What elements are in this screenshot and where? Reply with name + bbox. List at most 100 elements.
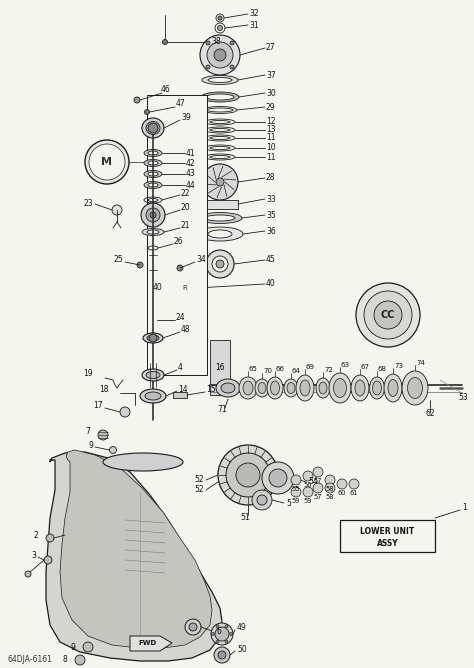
Text: 38: 38 xyxy=(211,37,220,47)
Circle shape xyxy=(98,430,108,440)
Text: 23: 23 xyxy=(83,198,93,208)
Circle shape xyxy=(206,250,234,278)
Circle shape xyxy=(216,641,219,643)
Ellipse shape xyxy=(388,379,398,397)
Polygon shape xyxy=(60,450,212,648)
Ellipse shape xyxy=(142,118,164,138)
Text: 48: 48 xyxy=(181,325,191,335)
Text: 9: 9 xyxy=(70,643,75,653)
Text: 56: 56 xyxy=(304,482,312,488)
Circle shape xyxy=(225,625,228,628)
Ellipse shape xyxy=(221,383,235,393)
Text: 36: 36 xyxy=(266,226,276,236)
Circle shape xyxy=(214,647,230,663)
Text: 73: 73 xyxy=(394,363,403,369)
Ellipse shape xyxy=(300,380,310,396)
Ellipse shape xyxy=(287,383,295,393)
Text: 14: 14 xyxy=(178,385,188,393)
Ellipse shape xyxy=(146,122,160,134)
Text: 66: 66 xyxy=(276,366,285,372)
Circle shape xyxy=(150,212,156,218)
Circle shape xyxy=(226,453,270,497)
Ellipse shape xyxy=(206,94,234,100)
Ellipse shape xyxy=(210,128,230,132)
Text: 39: 39 xyxy=(181,114,191,122)
Text: 43: 43 xyxy=(186,170,196,178)
Circle shape xyxy=(313,467,323,477)
Text: 74: 74 xyxy=(416,360,425,366)
Ellipse shape xyxy=(140,389,166,403)
Circle shape xyxy=(236,463,260,487)
Circle shape xyxy=(230,65,234,69)
Circle shape xyxy=(148,123,158,133)
Circle shape xyxy=(364,291,412,339)
Text: 54: 54 xyxy=(308,478,318,486)
Ellipse shape xyxy=(408,377,422,399)
Text: 45: 45 xyxy=(266,255,276,265)
Circle shape xyxy=(46,534,54,542)
Circle shape xyxy=(218,25,222,31)
Circle shape xyxy=(211,623,233,645)
Circle shape xyxy=(207,42,233,68)
Text: 15: 15 xyxy=(206,385,216,395)
Ellipse shape xyxy=(144,150,162,156)
Ellipse shape xyxy=(148,183,158,187)
Circle shape xyxy=(134,97,140,103)
Ellipse shape xyxy=(316,378,330,398)
Circle shape xyxy=(262,462,294,494)
Ellipse shape xyxy=(370,377,384,399)
Text: 32: 32 xyxy=(249,9,259,19)
Text: 55: 55 xyxy=(292,486,300,492)
Text: 17: 17 xyxy=(93,401,103,411)
Ellipse shape xyxy=(216,379,240,397)
Text: 64: 64 xyxy=(292,368,301,374)
Text: 51: 51 xyxy=(240,514,250,522)
Text: 12: 12 xyxy=(266,118,275,126)
Circle shape xyxy=(25,571,31,577)
Text: 1: 1 xyxy=(462,504,467,512)
Text: M: M xyxy=(101,157,112,167)
Text: 59: 59 xyxy=(304,498,312,504)
Text: 50: 50 xyxy=(237,645,247,653)
Text: 10: 10 xyxy=(266,144,275,152)
Bar xyxy=(147,95,207,375)
Ellipse shape xyxy=(296,375,314,401)
Circle shape xyxy=(349,479,359,489)
Ellipse shape xyxy=(255,379,269,397)
Text: 58: 58 xyxy=(326,494,334,500)
Text: 63: 63 xyxy=(341,362,350,368)
Circle shape xyxy=(218,445,278,505)
Ellipse shape xyxy=(284,379,298,397)
Circle shape xyxy=(206,65,210,69)
Text: 41: 41 xyxy=(186,148,196,158)
Ellipse shape xyxy=(239,377,257,399)
Text: ASSY: ASSY xyxy=(377,540,398,548)
Circle shape xyxy=(89,144,125,180)
Circle shape xyxy=(374,301,402,329)
Ellipse shape xyxy=(201,92,239,102)
Circle shape xyxy=(211,633,215,635)
Ellipse shape xyxy=(143,333,163,343)
Circle shape xyxy=(85,140,129,184)
Ellipse shape xyxy=(148,172,158,176)
Circle shape xyxy=(218,651,226,659)
Text: 52: 52 xyxy=(194,486,204,494)
Circle shape xyxy=(149,334,157,342)
Text: 70: 70 xyxy=(263,368,272,374)
Circle shape xyxy=(291,475,301,485)
Text: 60: 60 xyxy=(338,490,346,496)
Text: 72: 72 xyxy=(324,367,333,373)
Ellipse shape xyxy=(103,453,183,471)
Circle shape xyxy=(291,487,301,497)
Circle shape xyxy=(216,260,224,268)
Ellipse shape xyxy=(142,228,164,236)
Text: 7: 7 xyxy=(85,428,90,436)
Circle shape xyxy=(325,483,335,493)
Text: 44: 44 xyxy=(186,180,196,190)
Text: 40: 40 xyxy=(152,283,162,293)
Ellipse shape xyxy=(142,369,164,381)
Ellipse shape xyxy=(147,335,159,341)
Text: LOWER UNIT: LOWER UNIT xyxy=(360,526,415,536)
Bar xyxy=(202,200,238,209)
Text: 3: 3 xyxy=(31,550,36,560)
